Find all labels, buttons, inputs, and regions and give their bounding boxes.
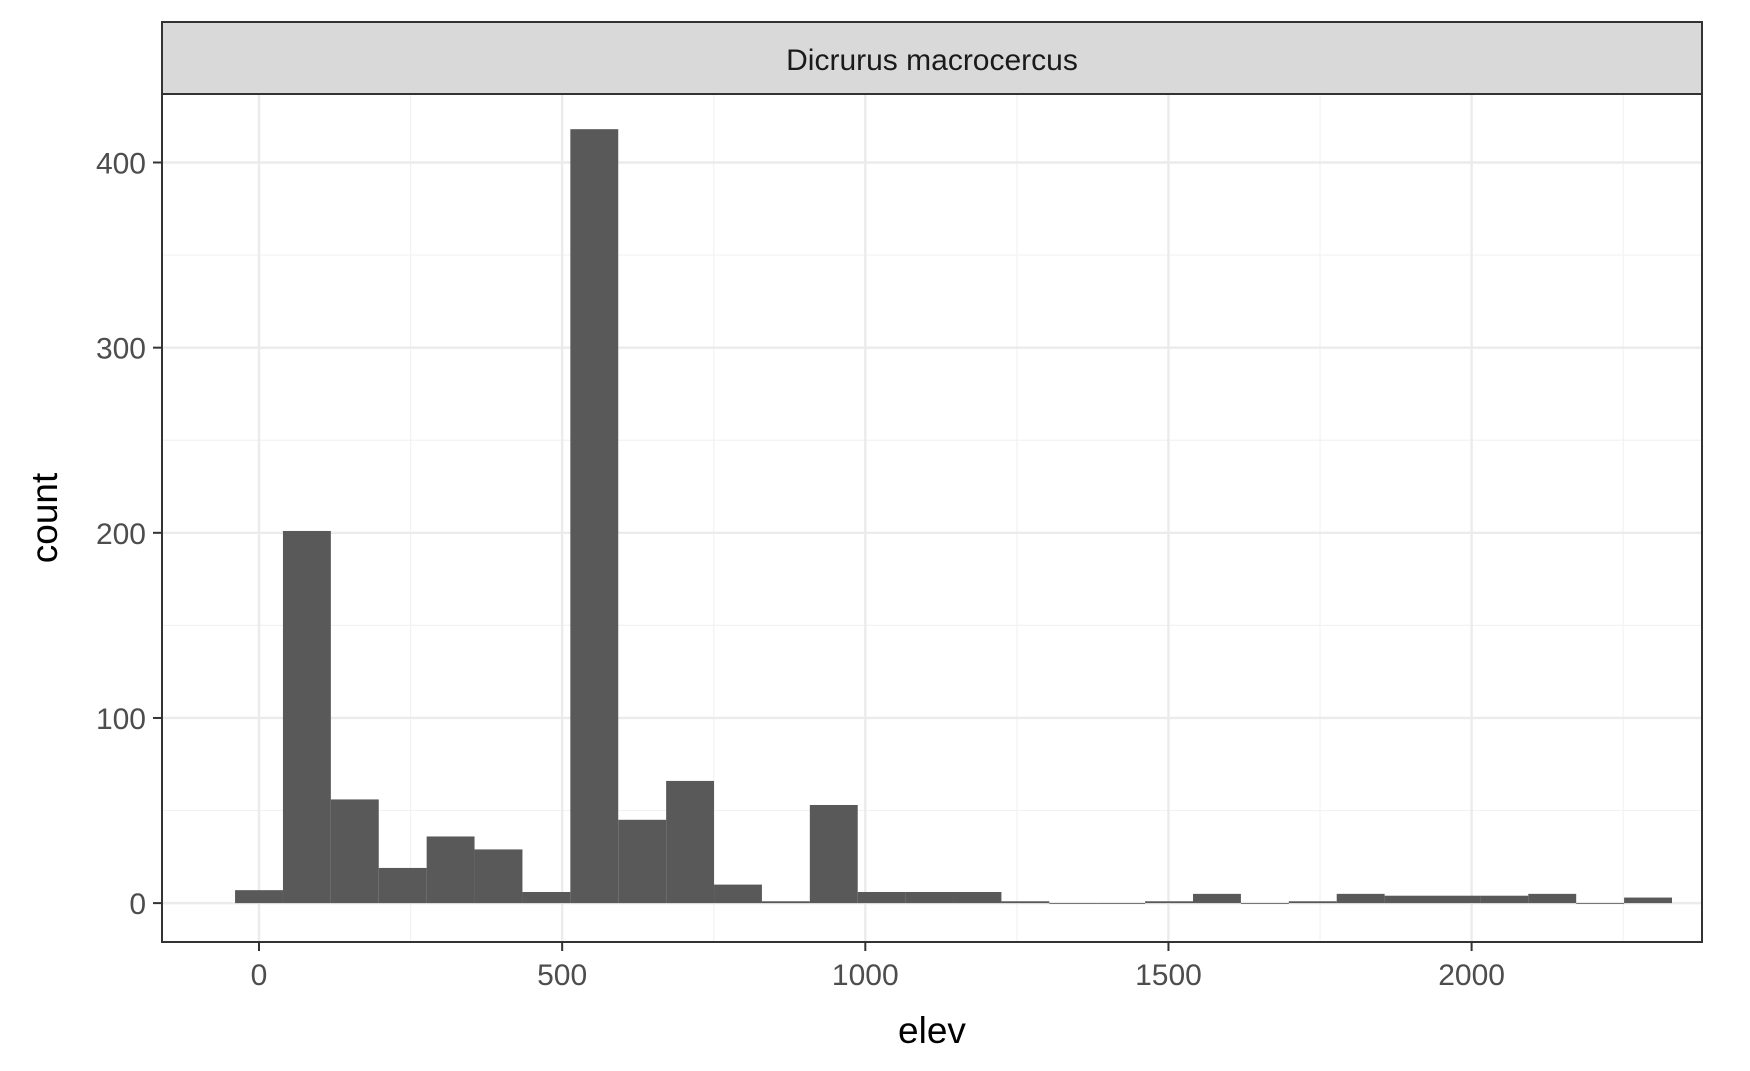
- histogram-bar: [1336, 893, 1385, 904]
- histogram-bar: [1145, 901, 1194, 904]
- y-axis-ticks: 0 100 200 300 400: [96, 148, 162, 921]
- histogram-bar: [666, 780, 715, 904]
- x-tick-label: 0: [251, 959, 268, 992]
- y-tick-label: 400: [96, 148, 146, 181]
- y-tick-label: 0: [129, 888, 146, 921]
- histogram-bar: [857, 892, 906, 904]
- histogram-bar: [1193, 893, 1241, 904]
- histogram-bar: [1528, 893, 1577, 904]
- histogram-bar: [1049, 903, 1098, 904]
- histogram-bar: [1480, 895, 1529, 904]
- histogram-bar: [1288, 901, 1337, 904]
- x-axis-title: elev: [898, 1010, 966, 1051]
- facet-strip-label: Dicrurus macrocercus: [786, 44, 1078, 77]
- panel-border: [161, 93, 1703, 943]
- x-tick-label: 1000: [832, 959, 899, 992]
- histogram-bar: [378, 867, 427, 904]
- histogram-bar: [618, 819, 667, 904]
- strip-background: [161, 21, 1703, 95]
- histogram-bar: [714, 884, 762, 904]
- x-tick-label: 500: [537, 959, 587, 992]
- histogram-bar: [235, 890, 283, 904]
- histogram-bar: [330, 799, 379, 904]
- histogram-bar: [522, 892, 571, 904]
- histogram-bar: [474, 849, 523, 904]
- y-tick-label: 300: [96, 333, 146, 366]
- x-axis-ticks: 0 500 1000 1500 2000: [251, 942, 1505, 992]
- histogram-bar: [905, 892, 954, 904]
- histogram-bar: [1576, 903, 1625, 904]
- histogram-bar: [953, 892, 1002, 904]
- histogram-bar: [1432, 895, 1481, 904]
- histogram-bar: [426, 836, 475, 904]
- histogram-bar: [1384, 895, 1433, 904]
- grid-lines: [162, 94, 1702, 942]
- y-axis-title: count: [24, 472, 65, 563]
- histogram-bar: [570, 129, 619, 904]
- x-tick-label: 2000: [1438, 959, 1505, 992]
- x-tick-label: 1500: [1135, 959, 1202, 992]
- histogram-bar: [761, 901, 810, 904]
- histogram-bar: [1624, 897, 1672, 904]
- histogram-bar: [809, 804, 858, 904]
- histogram-bar: [1001, 901, 1050, 904]
- histogram-bar: [1097, 903, 1146, 904]
- histogram-bars: [235, 129, 1672, 904]
- histogram-bar: [282, 530, 331, 904]
- y-tick-label: 200: [96, 518, 146, 551]
- y-tick-label: 100: [96, 703, 146, 736]
- histogram-bar: [1240, 903, 1289, 904]
